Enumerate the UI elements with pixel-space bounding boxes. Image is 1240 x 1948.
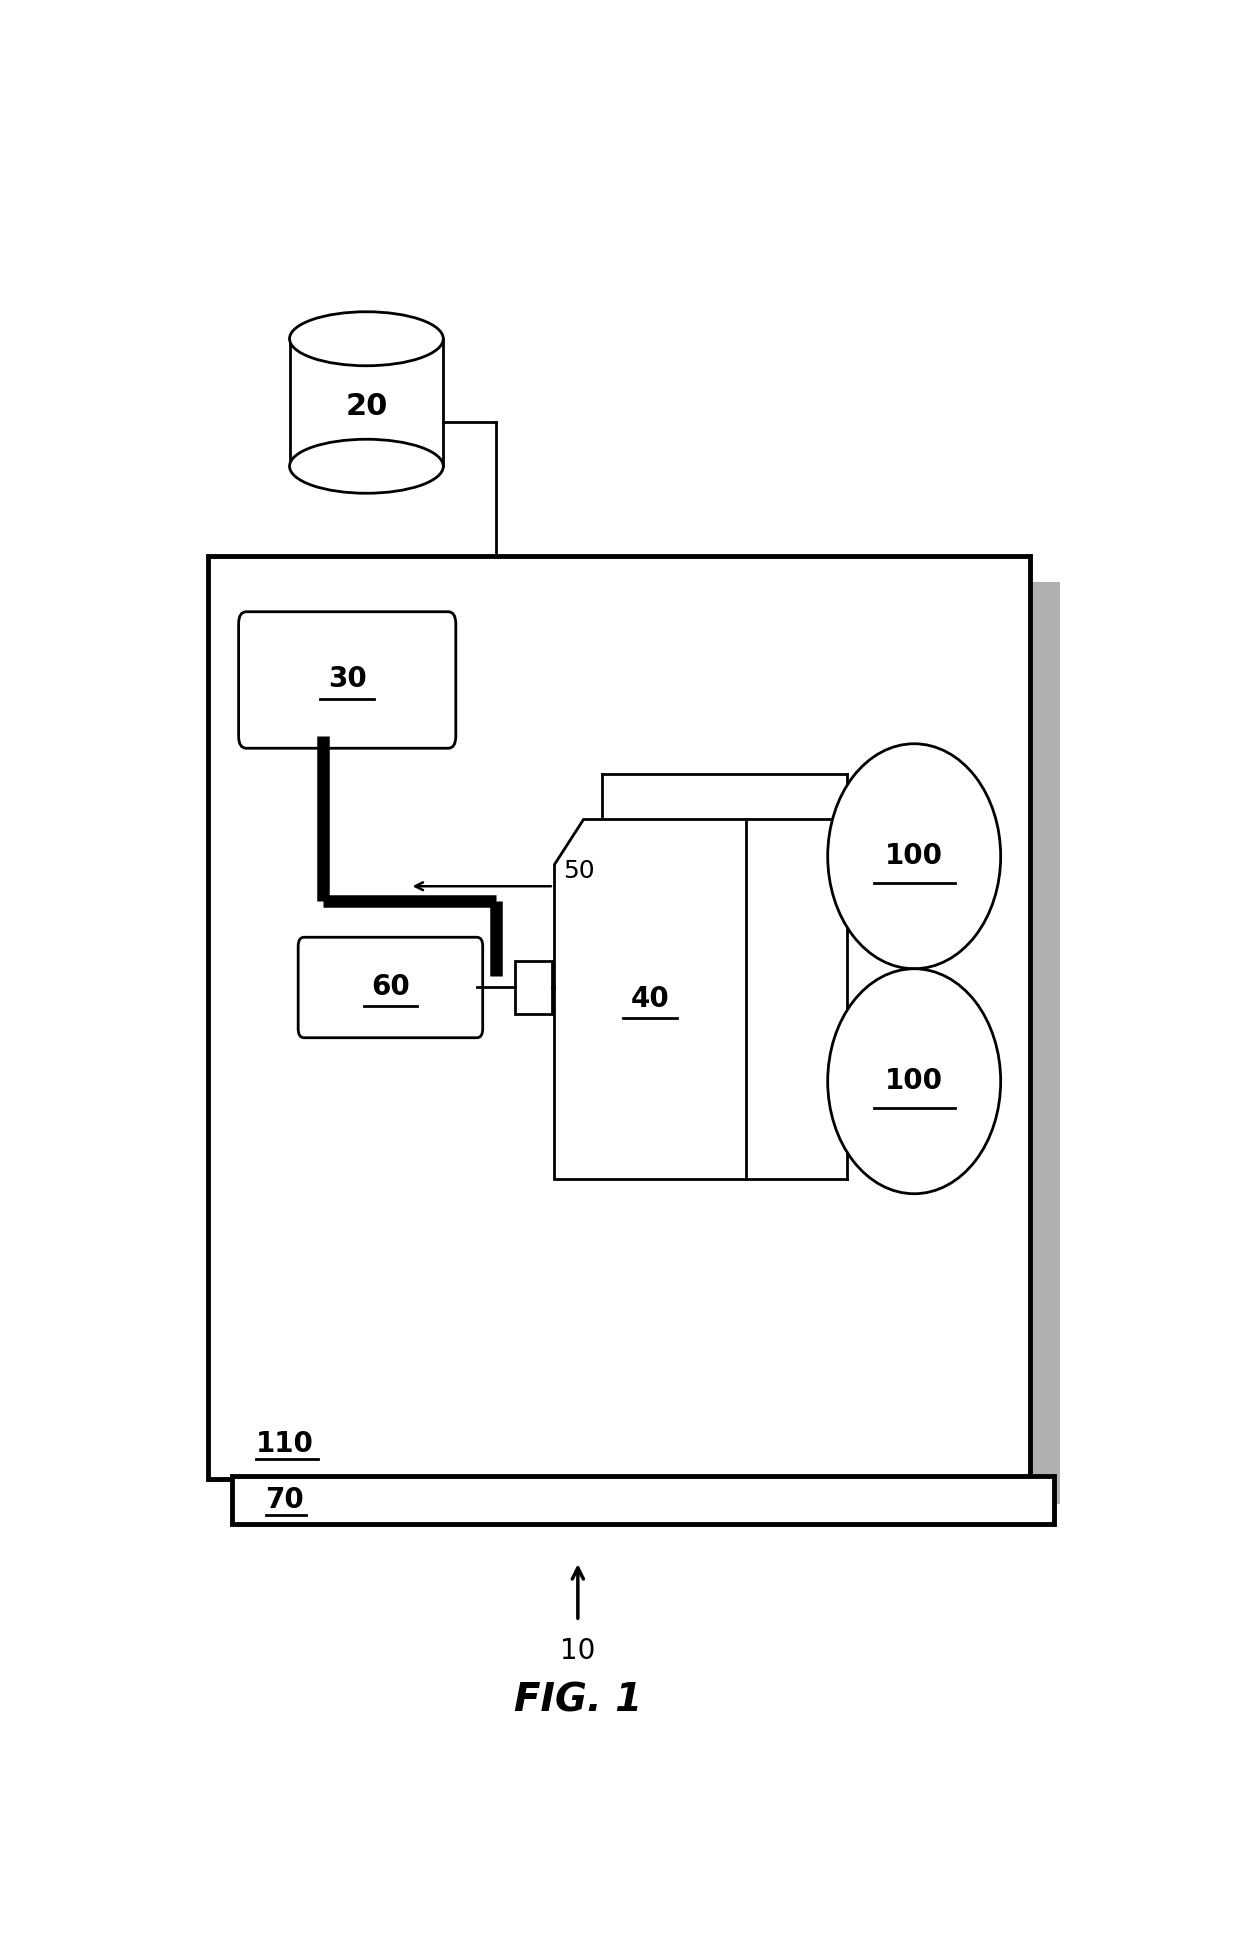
FancyBboxPatch shape — [298, 937, 482, 1038]
Text: 60: 60 — [371, 972, 409, 1001]
Bar — [238, 582, 1060, 1504]
Text: 70: 70 — [265, 1486, 304, 1514]
Text: 100: 100 — [885, 842, 944, 871]
Bar — [516, 960, 552, 1013]
Text: 110: 110 — [255, 1430, 314, 1459]
Text: 40: 40 — [630, 986, 670, 1013]
Text: 10: 10 — [560, 1636, 595, 1666]
Text: 30: 30 — [327, 666, 367, 693]
Bar — [208, 557, 1029, 1479]
Text: 100: 100 — [885, 1068, 944, 1095]
Text: 20: 20 — [345, 392, 388, 421]
Ellipse shape — [289, 312, 444, 366]
Text: 50: 50 — [563, 859, 595, 882]
FancyBboxPatch shape — [238, 612, 456, 748]
Bar — [232, 1477, 1054, 1523]
Ellipse shape — [828, 968, 1001, 1194]
Text: FIG. 1: FIG. 1 — [513, 1681, 642, 1720]
Bar — [290, 339, 444, 466]
Polygon shape — [554, 818, 746, 1179]
Ellipse shape — [828, 744, 1001, 968]
Ellipse shape — [289, 438, 444, 493]
